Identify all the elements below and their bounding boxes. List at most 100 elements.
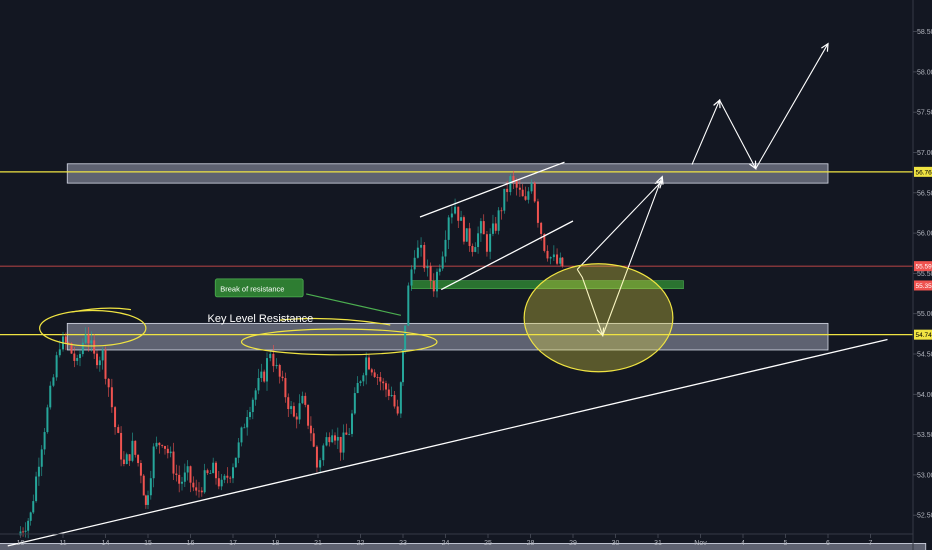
candle-body bbox=[203, 470, 206, 493]
candle-body bbox=[260, 371, 263, 379]
x-tick-label: 18 bbox=[272, 540, 280, 547]
candle-body bbox=[166, 448, 169, 454]
candle-body bbox=[503, 188, 506, 211]
candle-body bbox=[454, 206, 457, 214]
trendline-2 bbox=[440, 220, 574, 291]
candle-body bbox=[561, 257, 564, 267]
candle-body bbox=[334, 435, 336, 441]
candle-body bbox=[149, 478, 152, 496]
candle-body bbox=[73, 353, 76, 361]
candle-body bbox=[328, 437, 331, 443]
candle-body bbox=[362, 375, 365, 382]
candle-body bbox=[29, 512, 32, 521]
x-tick-label: 5 bbox=[784, 540, 788, 547]
candle-body bbox=[298, 403, 301, 420]
candle-body bbox=[295, 416, 298, 420]
candle-body bbox=[90, 340, 93, 344]
candle-body bbox=[301, 395, 304, 404]
price-labels: 56.76 55.59 55.35 54.74 bbox=[914, 166, 932, 340]
candle-body bbox=[76, 358, 79, 361]
candle-body bbox=[441, 256, 444, 269]
candle-body bbox=[246, 417, 249, 428]
candle-body bbox=[96, 353, 98, 366]
candle-body bbox=[186, 466, 189, 473]
candle-body bbox=[158, 442, 161, 446]
candle-body bbox=[376, 376, 379, 378]
candle-body bbox=[27, 520, 30, 531]
time-axis[interactable]: 10 11 14 15 16 17 18 21 22 23 24 25 28 29 30 31 Nov 4 5 6 7 bbox=[17, 534, 873, 547]
candle-body bbox=[212, 462, 215, 474]
candle-body bbox=[198, 490, 200, 492]
candle-body bbox=[393, 395, 396, 407]
candle-body bbox=[530, 182, 533, 192]
price-axis[interactable]: 52.50 53.00 53.50 54.00 54.50 55.00 55.50 56.00… bbox=[913, 29, 932, 520]
y-tick-label: 56.50 bbox=[917, 190, 932, 197]
x-tick-label: 7 bbox=[869, 540, 873, 547]
price-label-text-0: 56.76 bbox=[916, 169, 932, 176]
annotation-text-1: Key Level Resistance bbox=[208, 313, 314, 325]
candle-body bbox=[518, 187, 521, 190]
candle-body bbox=[533, 182, 536, 202]
x-tick-label: 30 bbox=[612, 540, 620, 547]
candle-body bbox=[292, 406, 295, 417]
candle-body bbox=[32, 501, 35, 513]
price-label-text-1: 55.59 bbox=[916, 264, 932, 271]
candle-body bbox=[107, 378, 110, 388]
candle-body bbox=[55, 355, 58, 378]
candle-body bbox=[98, 360, 101, 366]
y-tick-label: 56.00 bbox=[917, 231, 932, 238]
candle-body bbox=[404, 325, 407, 350]
trendline-1 bbox=[419, 161, 565, 218]
candle-body bbox=[120, 432, 123, 460]
candle-body bbox=[515, 181, 518, 188]
candle-body bbox=[234, 457, 237, 468]
candle-body bbox=[152, 446, 155, 479]
candle-body bbox=[155, 442, 158, 447]
candle-body bbox=[390, 395, 393, 396]
candle-body bbox=[131, 440, 134, 461]
candle-body bbox=[58, 349, 61, 356]
candle-body bbox=[35, 476, 38, 502]
trendlines bbox=[7, 161, 888, 547]
ellipse-0 bbox=[523, 263, 674, 373]
candle-body bbox=[134, 440, 137, 455]
candle-body bbox=[413, 257, 416, 270]
x-tick-label: 4 bbox=[741, 540, 745, 547]
candle-body bbox=[137, 454, 140, 464]
swing-high-accent-2 bbox=[279, 317, 391, 326]
candle-body bbox=[468, 228, 471, 247]
candle-body bbox=[84, 334, 87, 343]
price-label-box-2 bbox=[914, 280, 932, 291]
candle-body bbox=[70, 343, 73, 354]
candle-body bbox=[52, 377, 55, 386]
candle-body bbox=[477, 233, 480, 248]
y-tick-label: 54.50 bbox=[917, 352, 932, 359]
x-tick-label: 11 bbox=[59, 540, 66, 547]
candle-body bbox=[164, 446, 166, 449]
candle-body bbox=[552, 254, 555, 258]
x-tick-label: 21 bbox=[314, 540, 322, 547]
projection-path-1-head bbox=[656, 175, 664, 185]
candle-body bbox=[117, 427, 120, 433]
candle-body bbox=[281, 376, 284, 379]
ellipses bbox=[39, 263, 674, 373]
candle-body bbox=[351, 413, 353, 434]
candle-body bbox=[512, 176, 515, 182]
candle-body bbox=[370, 369, 373, 373]
x-tick-label: 25 bbox=[484, 540, 492, 547]
candle-body bbox=[450, 213, 453, 218]
candle-body bbox=[46, 407, 49, 433]
candle-body bbox=[309, 425, 312, 434]
candle-body bbox=[226, 475, 229, 478]
y-tick-label: 53.50 bbox=[917, 432, 932, 439]
candle-body bbox=[287, 397, 290, 410]
candle-body bbox=[410, 269, 413, 286]
candle-body bbox=[172, 451, 175, 474]
candle-body bbox=[423, 244, 426, 269]
candle-body bbox=[169, 451, 172, 454]
candle-body bbox=[183, 472, 186, 482]
candle-body bbox=[142, 475, 145, 496]
candle-body bbox=[139, 463, 142, 476]
candle-body bbox=[331, 435, 334, 443]
